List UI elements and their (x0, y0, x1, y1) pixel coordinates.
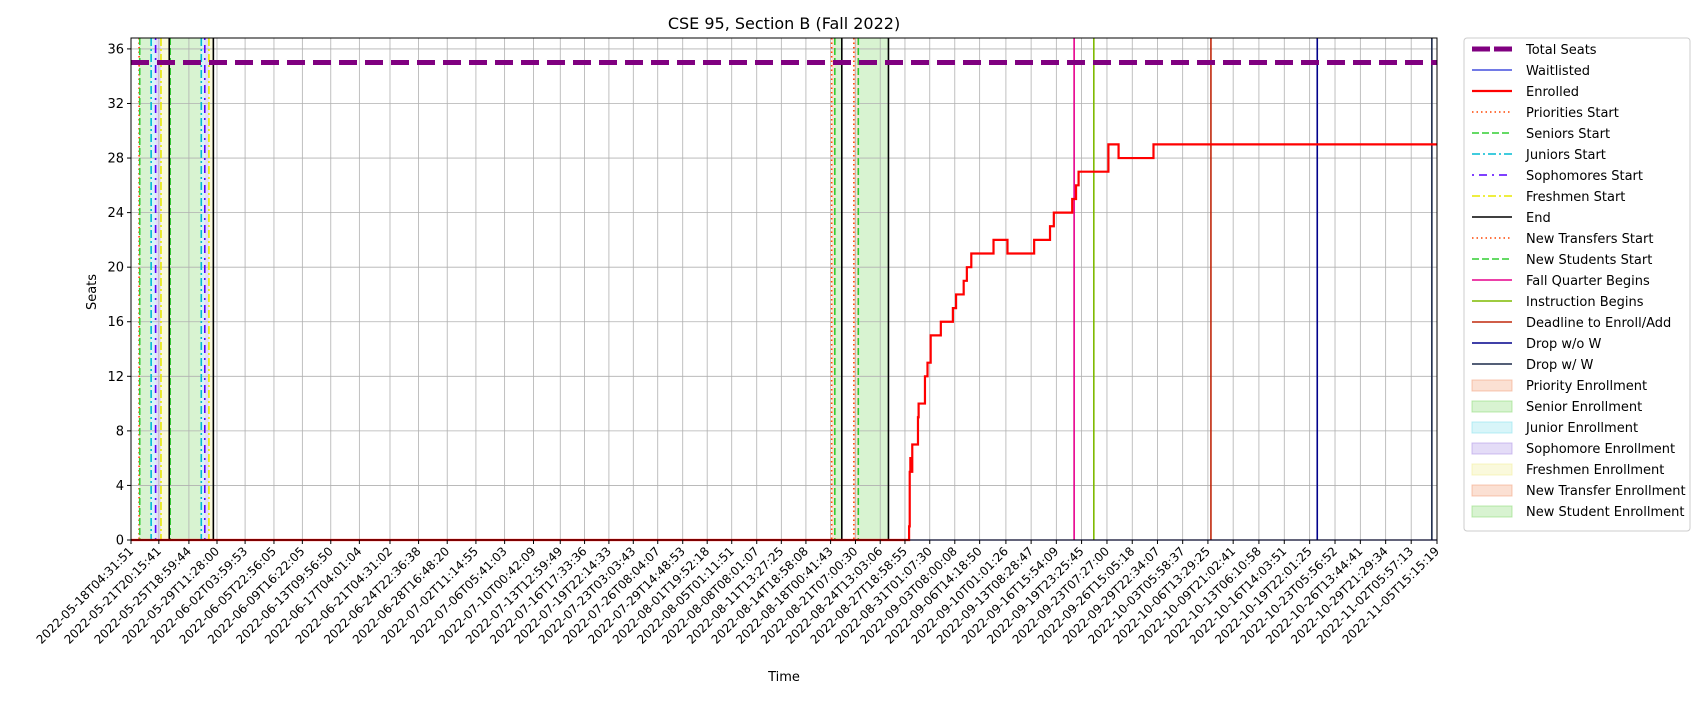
span-junior-enrollment (151, 38, 156, 540)
span-sophomore-enrollment (204, 38, 209, 540)
y-tick-label: 12 (107, 370, 124, 385)
chart-title: CSE 95, Section B (Fall 2022) (668, 14, 900, 33)
legend-label: Seniors Start (1526, 127, 1610, 142)
legend-label: Freshmen Enrollment (1526, 463, 1664, 478)
span-freshmen-enrollment (160, 38, 170, 540)
enrollment-periods (139, 38, 889, 540)
legend-label: New Students Start (1526, 253, 1652, 268)
series-enrolled (131, 143, 1437, 542)
legend-label: New Student Enrollment (1526, 505, 1684, 520)
y-tick-label: 0 (116, 534, 124, 549)
legend-label: Senior Enrollment (1526, 400, 1642, 415)
legend-swatch-freshmen-enrollment (1471, 463, 1513, 476)
span-freshmen-enrollment (208, 38, 214, 540)
event-lines (138, 38, 1433, 540)
legend-label: Drop w/ W (1526, 358, 1594, 373)
legend-label: Drop w/o W (1526, 337, 1602, 352)
span-priority-enrollment (831, 38, 835, 540)
plot-frame (130, 37, 1438, 541)
legend-label: Instruction Begins (1526, 295, 1644, 310)
span-sophomore-enrollment (155, 38, 161, 540)
legend-frame (1463, 37, 1691, 532)
legend-label: Deadline to Enroll/Add (1526, 316, 1671, 331)
legend-label: End (1526, 211, 1551, 226)
legend-label: Sophomore Enrollment (1526, 442, 1675, 457)
legend-label: Sophomores Start (1526, 169, 1643, 184)
legend-label: Junior Enrollment (1525, 421, 1638, 436)
legend-swatch-priority-enrollment (1471, 379, 1513, 392)
span-junior-enrollment (201, 38, 205, 540)
legend-label: Priority Enrollment (1526, 379, 1647, 394)
span-senior-enrollment (834, 38, 842, 540)
legend-label: Total Seats (1525, 43, 1597, 58)
y-tick-label: 16 (107, 315, 124, 330)
legend-label: Fall Quarter Begins (1526, 274, 1650, 289)
span-senior-enrollment (170, 38, 202, 540)
legend-label: Priorities Start (1526, 106, 1619, 121)
legend-label: New Transfers Start (1526, 232, 1653, 247)
y-tick-label: 24 (107, 206, 124, 221)
x-axis-label: Time (767, 670, 800, 685)
legend-swatch-junior-enrollment (1471, 421, 1513, 434)
legend-label: New Transfer Enrollment (1526, 484, 1686, 499)
y-axis-label: Seats (85, 274, 100, 310)
series-lines (131, 60, 1437, 542)
y-tick-label: 36 (107, 42, 124, 57)
legend-swatch-sophomore-enrollment (1471, 442, 1513, 455)
y-tick-label: 4 (116, 479, 124, 494)
legend-label: Juniors Start (1525, 148, 1606, 163)
legend: Total Seats Waitlisted Enrolled Priorities … (1463, 37, 1691, 532)
y-tick-label: 20 (107, 261, 124, 276)
grid (130, 38, 1438, 541)
y-tick-label: 32 (107, 97, 124, 112)
legend-label: Enrolled (1526, 85, 1579, 100)
legend-label: Waitlisted (1526, 64, 1590, 79)
legend-swatch-new-transfer-enrollment (1471, 484, 1513, 497)
legend-label: Freshmen Start (1526, 190, 1625, 205)
x-axis-ticks: 2022-05-18T04:31:512022-05-21T20:15:4120… (34, 540, 1442, 647)
legend-swatch-senior-enrollment (1471, 400, 1513, 413)
span-new-transfer-enrollment (853, 38, 859, 540)
y-tick-label: 8 (116, 424, 124, 439)
y-tick-label: 28 (107, 152, 124, 167)
legend-swatch-new-student-enrollment (1471, 505, 1513, 518)
y-axis-ticks: 0 4 8 12 16 20 24 28 32 36 (107, 42, 131, 549)
span-senior-enrollment (139, 38, 152, 540)
span-new-student-enrollment (858, 38, 889, 540)
